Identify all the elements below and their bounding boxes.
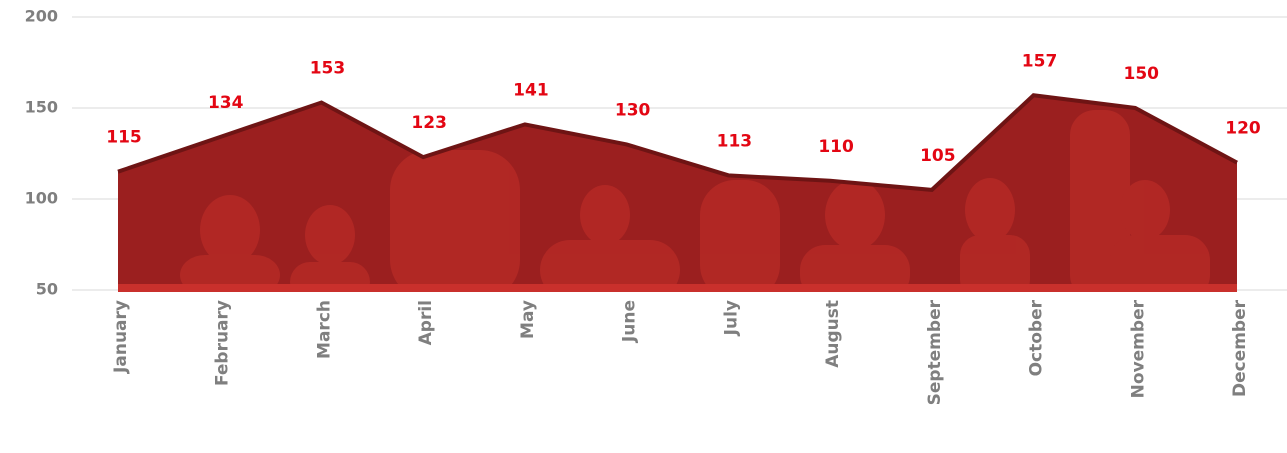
value-label: 157 [1022, 51, 1058, 71]
x-tick-label: September [925, 299, 945, 405]
area-base [118, 284, 1237, 292]
silhouette [580, 185, 630, 245]
value-label: 153 [310, 59, 346, 79]
silhouette [200, 195, 260, 265]
value-label: 130 [615, 100, 651, 120]
value-label: 150 [1124, 64, 1160, 84]
silhouette [390, 150, 520, 290]
x-tick-label: June [620, 300, 640, 343]
value-label: 110 [818, 137, 854, 157]
silhouette [825, 180, 885, 250]
value-label: 113 [717, 131, 753, 151]
x-tick-label: April [416, 300, 436, 345]
value-label: 123 [411, 113, 447, 133]
x-tick-label: July [721, 300, 741, 336]
x-tick-label: August [823, 300, 843, 368]
value-label: 141 [513, 80, 549, 100]
area-line [117, 93, 1238, 192]
x-tick-label: May [518, 300, 538, 339]
value-label: 115 [106, 128, 142, 148]
silhouette [290, 262, 370, 290]
silhouette [700, 180, 780, 290]
value-label: 120 [1225, 119, 1261, 139]
silhouette [1110, 235, 1210, 290]
value-label: 105 [920, 146, 956, 166]
silhouette [965, 178, 1015, 242]
silhouette [1120, 180, 1170, 240]
y-tick-label: 150 [25, 98, 58, 117]
x-tick-label: February [213, 300, 233, 386]
x-tick-label: October [1027, 299, 1047, 376]
x-tick-label: December [1230, 299, 1250, 397]
y-tick-label: 100 [25, 189, 58, 208]
top-layer: 115 134 153 123 141 130 113 110 105 157 150 120 Janu… [106, 51, 1261, 405]
y-tick-label: 50 [36, 280, 58, 299]
silhouette [960, 235, 1030, 290]
value-label: 134 [208, 93, 244, 113]
x-tick-label: November [1128, 299, 1148, 398]
y-tick-label: 200 [25, 7, 58, 26]
silhouette [305, 205, 355, 265]
x-tick-label: March [314, 300, 334, 359]
x-tick-label: January [111, 300, 131, 374]
